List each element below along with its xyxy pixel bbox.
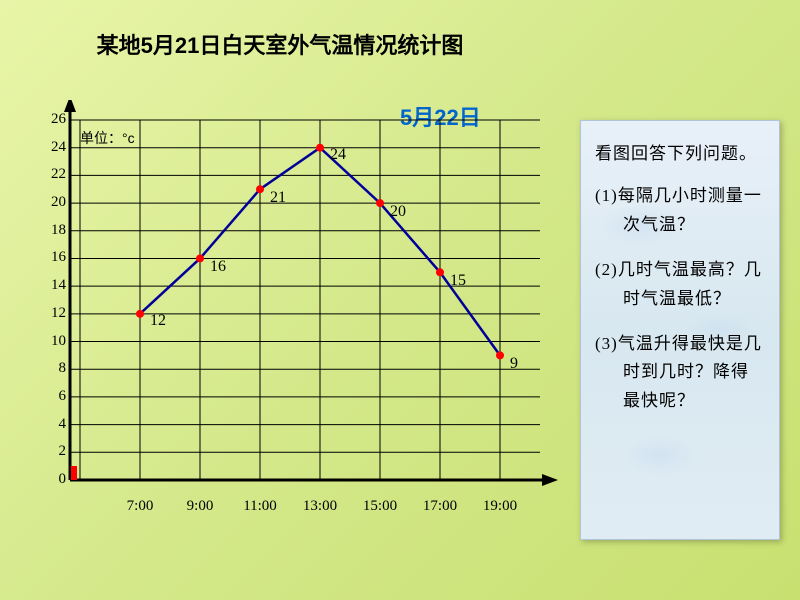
y-tick: 20 [36,194,66,211]
question-1: (1)每隔几小时测量一次气温？ [595,182,765,240]
point-label: 15 [450,272,466,290]
point-label: 20 [390,203,406,221]
point-label: 21 [270,189,286,207]
y-tick: 2 [36,443,66,460]
y-tick: 12 [36,305,66,322]
question-2: (2)几时气温最高？几时气温最低？ [595,256,765,314]
point-label: 16 [210,258,226,276]
y-tick: 4 [36,416,66,433]
x-tick: 9:00 [176,498,224,515]
y-tick: 22 [36,166,66,183]
y-tick: 16 [36,249,66,266]
y-tick: 14 [36,277,66,294]
y-tick: 24 [36,139,66,156]
x-tick: 7:00 [116,498,164,515]
chart-title: 某地5月21日白天室外气温情况统计图 [0,28,560,60]
point-label: 12 [150,312,166,330]
y-tick: 6 [36,388,66,405]
x-tick: 11:00 [236,498,284,515]
x-tick: 13:00 [296,498,344,515]
point-label: 24 [330,146,346,164]
x-tick: 17:00 [416,498,464,515]
y-tick: 8 [36,360,66,377]
questions-panel: 看图回答下列问题。 (1)每隔几小时测量一次气温？ (2)几时气温最高？几时气温… [580,120,780,540]
chart-container: 单位：°c 024681012141618202224267:009:0011:… [20,100,560,540]
y-tick: 10 [36,333,66,350]
questions-header: 看图回答下列问题。 [595,139,765,164]
x-tick: 15:00 [356,498,404,515]
y-tick: 26 [36,111,66,128]
line-chart [20,100,560,540]
y-tick: 18 [36,222,66,239]
point-label: 9 [510,355,518,373]
question-3: (3)气温升得最快是几时到几时？降得最快呢？ [595,330,765,417]
unit-label: 单位：°c [80,128,135,148]
x-tick: 19:00 [476,498,524,515]
y-tick: 0 [36,471,66,488]
